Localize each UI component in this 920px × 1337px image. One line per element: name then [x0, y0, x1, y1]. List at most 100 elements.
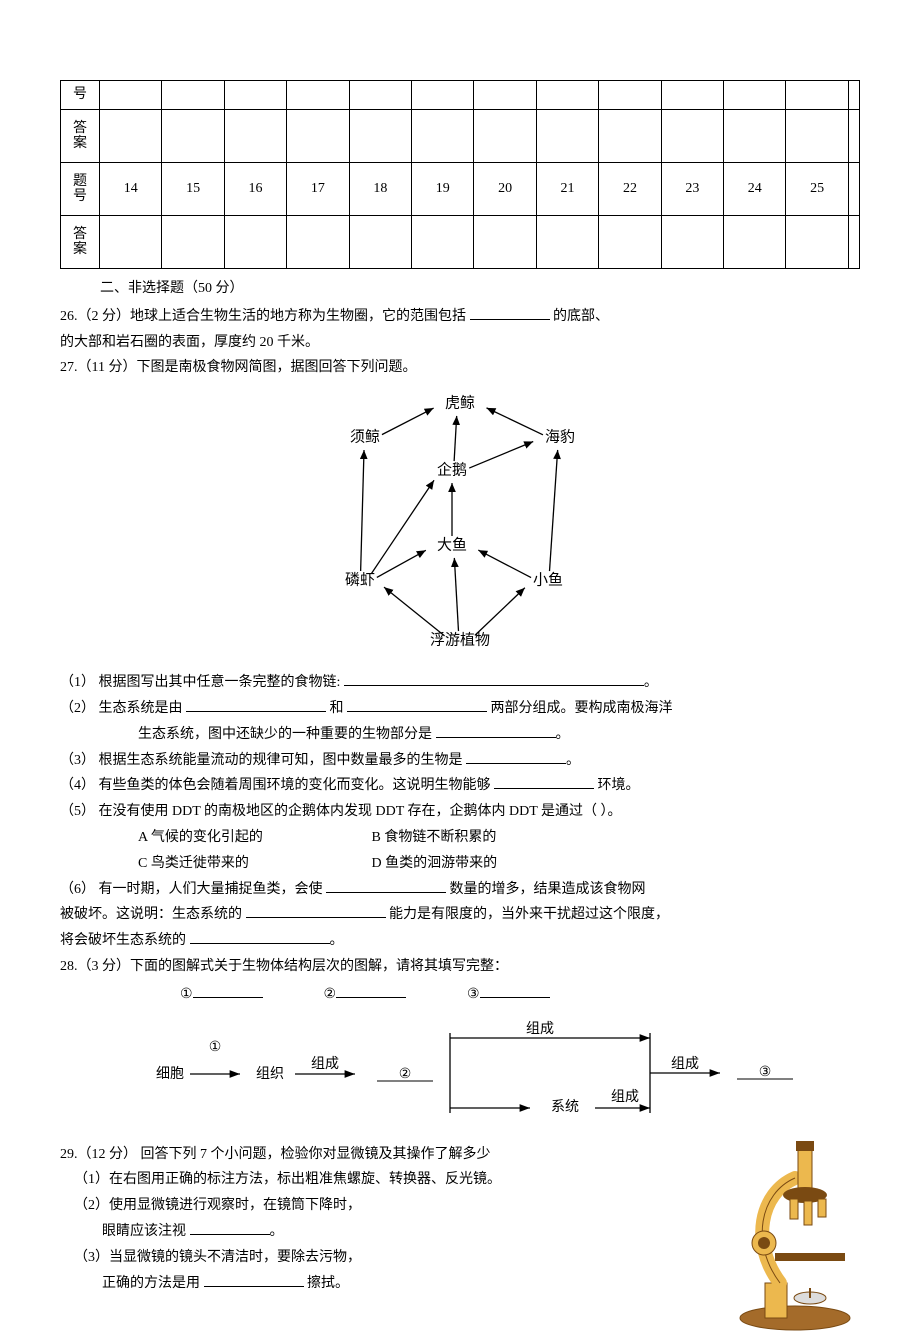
q27-6-line2-a: 被破坏。这说明：生态系统的	[60, 907, 242, 922]
grid-cell[interactable]	[349, 110, 411, 163]
svg-text:②: ②	[399, 1067, 412, 1082]
grid-cell[interactable]	[786, 81, 848, 110]
q28-blank-2[interactable]	[336, 983, 406, 998]
q29-2-blank[interactable]	[190, 1220, 270, 1235]
grid-cell[interactable]	[287, 216, 349, 269]
svg-text:浮游植物: 浮游植物	[430, 632, 490, 649]
grid-cell[interactable]: 20	[474, 163, 536, 216]
grid-cell[interactable]	[848, 163, 859, 216]
grid-cell[interactable]	[661, 110, 723, 163]
q29-3c-text: 擦拭。	[307, 1276, 349, 1291]
q28-blank-3[interactable]	[480, 983, 550, 998]
grid-cell[interactable]	[162, 110, 224, 163]
svg-text:虎鲸: 虎鲸	[445, 395, 475, 412]
q28-blank-1[interactable]	[193, 983, 263, 998]
grid-cell[interactable]: 22	[599, 163, 661, 216]
grid-cell[interactable]	[162, 216, 224, 269]
grid-cell[interactable]	[162, 81, 224, 110]
grid-cell[interactable]	[287, 81, 349, 110]
q27-5-optB[interactable]: B 食物链不断积累的	[372, 830, 497, 845]
grid-cell[interactable]	[536, 216, 598, 269]
q27-6: （6） 有一时期，人们大量捕捉鱼类，会使 数量的增多，结果造成该食物网	[60, 878, 860, 902]
grid-cell[interactable]	[786, 216, 848, 269]
q27-6-blank1[interactable]	[326, 878, 446, 893]
grid-cell[interactable]	[100, 81, 162, 110]
q27-2-blank3[interactable]	[436, 723, 556, 738]
q27-2-b: 和	[330, 701, 344, 716]
grid-cell[interactable]	[848, 110, 859, 163]
q27-5: （5） 在没有使用 DDT 的南极地区的企鹅体内发现 DDT 存在，企鹅体内 D…	[60, 800, 860, 824]
grid-cell[interactable]	[599, 216, 661, 269]
grid-cell[interactable]	[412, 216, 474, 269]
grid-cell[interactable]	[536, 81, 598, 110]
q29-2b-text: 眼睛应该注视	[102, 1224, 186, 1239]
svg-text:③: ③	[759, 1065, 772, 1080]
grid-cell[interactable]	[724, 110, 786, 163]
grid-cell[interactable]	[100, 110, 162, 163]
grid-cell[interactable]: 25	[786, 163, 848, 216]
q27-5-opts-cd: C 鸟类迁徙带来的 D 鱼类的洄游带来的	[138, 852, 860, 876]
grid-cell[interactable]	[412, 110, 474, 163]
grid-cell[interactable]	[474, 216, 536, 269]
q28-head: 28.（3 分）下面的图解式关于生物体结构层次的图解，请将其填写完整：	[60, 955, 860, 979]
grid-cell[interactable]	[224, 216, 286, 269]
q29-3-blank[interactable]	[204, 1272, 304, 1287]
svg-text:企鹅: 企鹅	[437, 461, 467, 479]
q27-2-blank2[interactable]	[347, 697, 487, 712]
grid-cell[interactable]	[661, 216, 723, 269]
q27-3-blank[interactable]	[466, 749, 566, 764]
grid-cell[interactable]	[724, 81, 786, 110]
q27-5-optC[interactable]: C 鸟类迁徙带来的	[138, 852, 368, 876]
q27-6-blank2[interactable]	[246, 903, 386, 918]
grid-cell[interactable]	[848, 81, 859, 110]
grid-cell[interactable]: 17	[287, 163, 349, 216]
grid-cell[interactable]	[599, 81, 661, 110]
grid-cell[interactable]	[536, 110, 598, 163]
q27-1-blank[interactable]	[344, 671, 644, 686]
q26-blank[interactable]	[470, 305, 550, 320]
grid-cell[interactable]	[412, 81, 474, 110]
grid-cell[interactable]	[349, 81, 411, 110]
grid-cell[interactable]: 16	[224, 163, 286, 216]
grid-cell[interactable]	[287, 110, 349, 163]
grid-cell[interactable]	[100, 216, 162, 269]
answer-grid: 号答案题号141516171819202122232425答案	[60, 80, 860, 269]
q28-label-2: ②	[324, 987, 337, 1002]
q27-6-line2-b: 能力是有限度的，当外来干扰超过这个限度，	[389, 907, 669, 922]
grid-cell[interactable]: 23	[661, 163, 723, 216]
grid-cell[interactable]	[848, 216, 859, 269]
q27-6-line3: 将会破坏生态系统的 。	[60, 929, 860, 953]
grid-row-label: 答案	[61, 216, 100, 269]
q27-5-optD[interactable]: D 鱼类的洄游带来的	[372, 856, 498, 871]
grid-cell[interactable]	[724, 216, 786, 269]
q27-2-line2: 生态系统，图中还缺少的一种重要的生物部分是 。	[138, 723, 860, 747]
q27-6-blank3[interactable]	[190, 929, 330, 944]
grid-cell[interactable]	[224, 81, 286, 110]
svg-text:磷虾: 磷虾	[345, 572, 375, 589]
grid-cell[interactable]: 18	[349, 163, 411, 216]
grid-cell[interactable]: 14	[100, 163, 162, 216]
grid-cell[interactable]: 19	[412, 163, 474, 216]
grid-cell[interactable]	[786, 110, 848, 163]
grid-cell[interactable]: 15	[162, 163, 224, 216]
q27-4-a: （4） 有些鱼类的体色会随着周围环境的变化而变化。这说明生物能够	[60, 778, 491, 793]
q27-4: （4） 有些鱼类的体色会随着周围环境的变化而变化。这说明生物能够 环境。	[60, 774, 860, 798]
q27-2-blank1[interactable]	[186, 697, 326, 712]
svg-text:须鲸: 须鲸	[350, 429, 380, 446]
grid-cell[interactable]: 24	[724, 163, 786, 216]
grid-cell[interactable]: 21	[536, 163, 598, 216]
grid-cell[interactable]	[661, 81, 723, 110]
grid-cell[interactable]	[224, 110, 286, 163]
q28-fill-labels: ① ② ③	[180, 983, 860, 1007]
grid-cell[interactable]	[349, 216, 411, 269]
q27-5-opts-ab: A 气候的变化引起的 B 食物链不断积累的	[138, 826, 860, 850]
q27-4-blank[interactable]	[494, 774, 594, 789]
q26: 26.（2 分）地球上适合生物生活的地方称为生物圈，它的范围包括 的底部、	[60, 305, 860, 329]
grid-cell[interactable]	[474, 81, 536, 110]
q27-1: （1） 根据图写出其中任意一条完整的食物链: 。	[60, 671, 860, 695]
q27-5-optA[interactable]: A 气候的变化引起的	[138, 826, 368, 850]
q27-3-a: （3） 根据生态系统能量流动的规律可知，图中数量最多的生物是	[60, 753, 463, 768]
svg-text:系统: 系统	[551, 1099, 579, 1115]
grid-cell[interactable]	[599, 110, 661, 163]
grid-cell[interactable]	[474, 110, 536, 163]
